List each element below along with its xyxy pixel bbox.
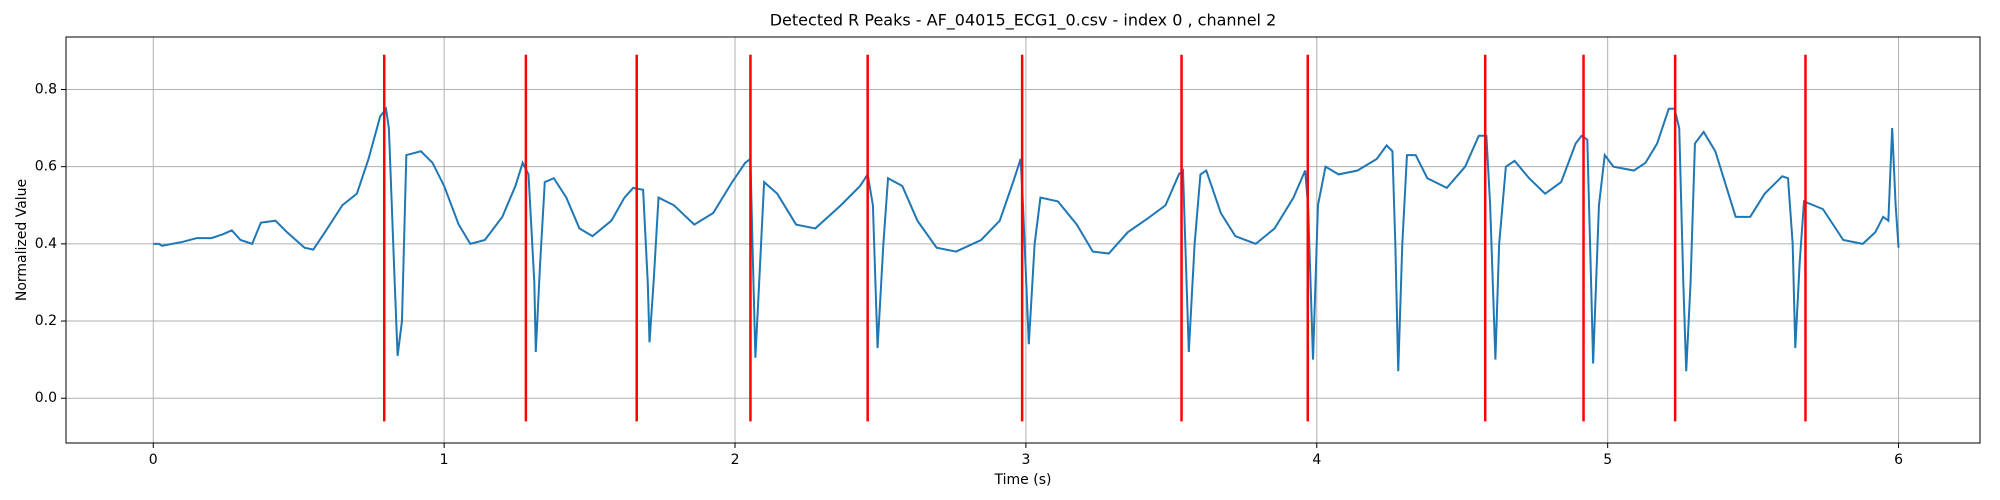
x-tick-label: 3 (1021, 452, 1030, 468)
x-tick-label: 6 (1894, 452, 1903, 468)
plot-frame (65, 36, 1981, 444)
y-tick-label: 0.6 (35, 159, 57, 175)
y-tick-label: 0.8 (35, 81, 57, 97)
x-axis-label: Time (s) (994, 472, 1052, 488)
y-axis-label: Normalized Value (14, 179, 30, 301)
x-tick-label: 1 (440, 452, 449, 468)
x-tick-label: 5 (1603, 452, 1612, 468)
chart-title: Detected R Peaks - AF_04015_ECG1_0.csv -… (770, 11, 1277, 31)
x-tick-label: 2 (731, 452, 740, 468)
y-tick-label: 0.2 (35, 313, 57, 329)
y-tick-label: 0.0 (35, 390, 57, 406)
y-tick-label: 0.4 (35, 236, 57, 252)
x-tick-label: 4 (1312, 452, 1321, 468)
x-tick-label: 0 (149, 452, 158, 468)
signal-line (153, 106, 1900, 372)
